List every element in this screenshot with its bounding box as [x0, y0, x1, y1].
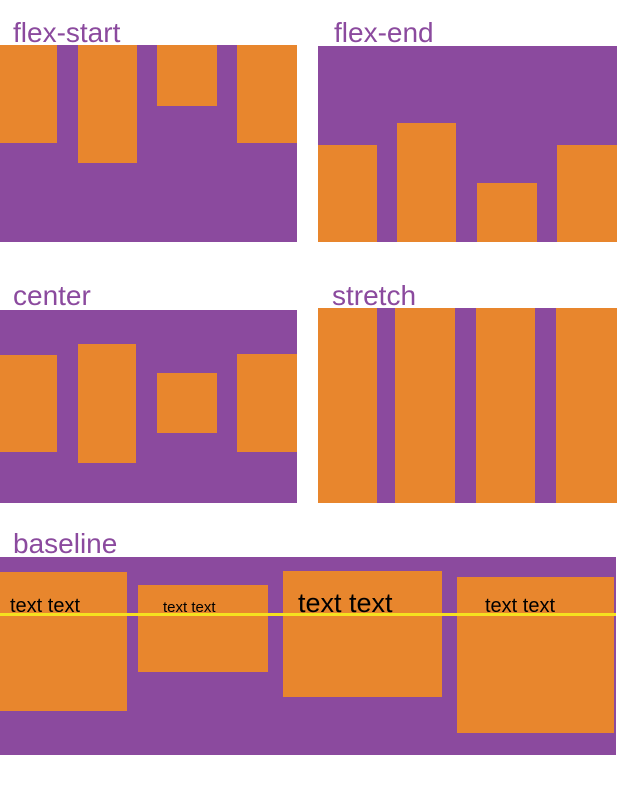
flex-item-text: text text [138, 585, 268, 672]
item-text: text text [298, 588, 393, 618]
flex-item [157, 45, 217, 106]
panel-label-flex-start: flex-start [13, 17, 121, 48]
flex-container-baseline: text text text text text text text text [0, 557, 616, 755]
flex-container-flex-start [0, 45, 297, 242]
flex-item [237, 354, 297, 452]
flex-item-text: text text [457, 577, 614, 733]
flex-item [476, 308, 535, 503]
flex-item [556, 308, 617, 503]
flex-item [477, 183, 537, 242]
flex-item [557, 145, 617, 242]
flex-item [318, 308, 377, 503]
panel-label-center: center [13, 280, 91, 311]
flex-item [397, 123, 456, 242]
flex-item-text: text text [283, 571, 442, 697]
flex-container-stretch [318, 308, 617, 503]
flex-container-flex-end [318, 46, 617, 242]
panel-label-stretch: stretch [332, 280, 417, 311]
flex-item [78, 344, 136, 463]
item-text: text text [163, 599, 216, 616]
item-text: text text [485, 595, 556, 617]
item-text: text text [10, 595, 81, 617]
flex-item [318, 145, 377, 242]
flex-item-text: text text [0, 572, 127, 711]
flex-container-center [0, 310, 297, 503]
panel-label-flex-end: flex-end [334, 17, 434, 48]
flex-item [237, 45, 297, 143]
flex-item [0, 355, 57, 452]
panel-label-baseline: baseline [13, 528, 118, 559]
flex-item [78, 45, 137, 163]
flex-item [0, 45, 57, 143]
flex-item [157, 373, 217, 433]
baseline-indicator-line [0, 613, 616, 616]
flex-item [395, 308, 455, 503]
